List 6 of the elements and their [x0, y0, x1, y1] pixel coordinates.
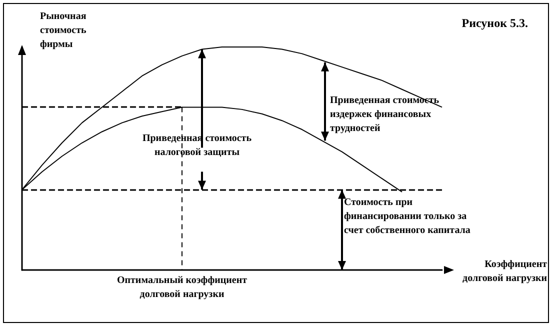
text: Оптимальный коэффициент долговой нагрузки	[116, 274, 248, 302]
text: Рисунок 5.3.	[462, 16, 528, 30]
annotation: Приведенная стоимость налоговой защиты	[141, 132, 253, 160]
y-axis-title: Рыночная стоимость фирмы	[40, 10, 88, 52]
x-axis-title: Коэффициент долговой нагрузки	[462, 258, 547, 286]
annotation: Стоимость при финансировании только за счет собственного капитала	[344, 196, 472, 238]
